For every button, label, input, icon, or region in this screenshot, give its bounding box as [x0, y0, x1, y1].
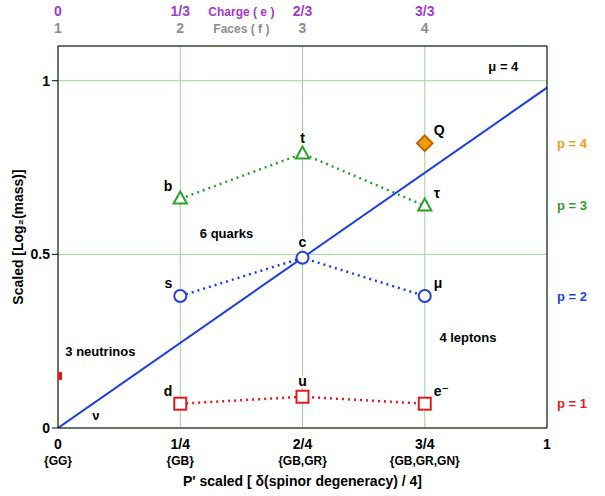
svg-text:{GB,GR}: {GB,GR} — [278, 454, 327, 468]
svg-text:Q: Q — [434, 122, 445, 138]
svg-text:ν: ν — [92, 408, 99, 423]
svg-text:3: 3 — [299, 20, 307, 36]
svg-text:u: u — [298, 373, 307, 389]
svg-text:1/3: 1/3 — [171, 3, 191, 19]
svg-text:2/4: 2/4 — [293, 436, 313, 452]
svg-text:Faces ( f ): Faces ( f ) — [213, 22, 269, 36]
svg-text:3/3: 3/3 — [415, 3, 435, 19]
svg-text:1: 1 — [543, 436, 551, 452]
svg-text:p = 4: p = 4 — [557, 136, 588, 151]
svg-text:2/3: 2/3 — [293, 3, 313, 19]
svg-text:p = 2: p = 2 — [557, 289, 587, 304]
svg-text:1: 1 — [42, 73, 50, 89]
svg-text:P' scaled [ δ(spinor degenerac: P' scaled [ δ(spinor degeneracy) / 4] — [183, 473, 422, 489]
svg-text:{GB,GR,GN}: {GB,GR,GN} — [390, 454, 460, 468]
svg-text:3 neutrinos: 3 neutrinos — [65, 344, 135, 359]
svg-text:μ: μ — [434, 275, 443, 291]
svg-text:1: 1 — [54, 20, 62, 36]
svg-text:4: 4 — [421, 20, 429, 36]
svg-text:{GG}: {GG} — [44, 454, 72, 468]
svg-text:1/4: 1/4 — [171, 436, 191, 452]
svg-text:0: 0 — [54, 436, 62, 452]
svg-text:d: d — [164, 383, 173, 399]
svg-text:μ = 4: μ = 4 — [488, 59, 519, 74]
svg-text:3/4: 3/4 — [415, 436, 435, 452]
svg-text:0: 0 — [42, 420, 50, 436]
svg-text:e⁻: e⁻ — [434, 383, 449, 399]
svg-text:τ: τ — [434, 185, 441, 201]
svg-text:b: b — [164, 178, 173, 194]
svg-text:t: t — [300, 130, 305, 146]
svg-text:p = 3: p = 3 — [557, 198, 587, 213]
svg-text:0: 0 — [54, 3, 62, 19]
svg-text:p = 1: p = 1 — [557, 396, 587, 411]
svg-text:s: s — [164, 275, 172, 291]
svg-text:6 quarks: 6 quarks — [200, 226, 253, 241]
svg-text:{GB}: {GB} — [167, 454, 195, 468]
svg-text:Charge ( e ): Charge ( e ) — [208, 5, 274, 19]
svg-text:0.5: 0.5 — [31, 246, 51, 262]
svg-text:c: c — [299, 234, 307, 250]
svg-text:Scaled [Log₂(mass)]: Scaled [Log₂(mass)] — [10, 169, 26, 304]
svg-text:4 leptons: 4 leptons — [439, 330, 496, 345]
svg-text:2: 2 — [176, 20, 184, 36]
